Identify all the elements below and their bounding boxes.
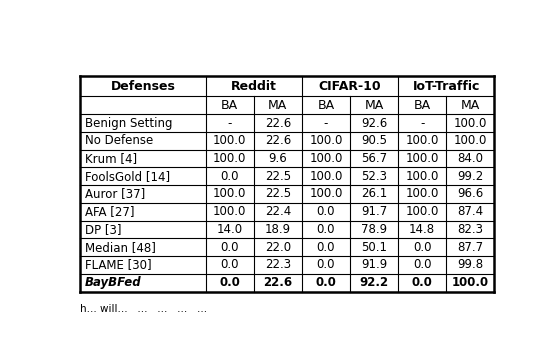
Text: Krum [4]: Krum [4] (85, 152, 137, 165)
Text: 50.1: 50.1 (361, 241, 387, 254)
Text: BA: BA (414, 99, 431, 112)
Text: 100.0: 100.0 (213, 134, 246, 147)
Text: 99.8: 99.8 (457, 258, 483, 271)
Text: CIFAR-10: CIFAR-10 (319, 80, 381, 93)
Text: 78.9: 78.9 (361, 223, 387, 236)
Text: IoT-Traffic: IoT-Traffic (413, 80, 480, 93)
Text: 99.2: 99.2 (457, 170, 483, 183)
Text: BA: BA (221, 99, 238, 112)
Text: 14.0: 14.0 (217, 223, 243, 236)
Text: 100.0: 100.0 (406, 170, 439, 183)
Text: 90.5: 90.5 (361, 134, 387, 147)
Text: 0.0: 0.0 (316, 223, 335, 236)
Text: 0.0: 0.0 (316, 241, 335, 254)
Text: Median [48]: Median [48] (85, 241, 156, 254)
Text: Defenses: Defenses (110, 80, 176, 93)
Text: 96.6: 96.6 (457, 188, 483, 201)
Text: 26.1: 26.1 (361, 188, 387, 201)
Text: 0.0: 0.0 (220, 258, 239, 271)
Text: 18.9: 18.9 (265, 223, 291, 236)
Text: MA: MA (461, 99, 480, 112)
Text: 100.0: 100.0 (406, 188, 439, 201)
Text: 84.0: 84.0 (457, 152, 483, 165)
Text: 100.0: 100.0 (213, 152, 246, 165)
Text: 100.0: 100.0 (309, 188, 342, 201)
Text: 22.0: 22.0 (265, 241, 291, 254)
Text: Auror [37]: Auror [37] (85, 188, 145, 201)
Text: AFA [27]: AFA [27] (85, 205, 134, 218)
Text: -: - (227, 117, 232, 130)
Text: 22.6: 22.6 (265, 134, 291, 147)
Text: 0.0: 0.0 (220, 170, 239, 183)
Text: 82.3: 82.3 (457, 223, 483, 236)
Text: FoolsGold [14]: FoolsGold [14] (85, 170, 170, 183)
Text: 52.3: 52.3 (361, 170, 387, 183)
Text: FLAME [30]: FLAME [30] (85, 258, 152, 271)
Text: 0.0: 0.0 (220, 241, 239, 254)
Text: 22.6: 22.6 (265, 117, 291, 130)
Text: No Defense: No Defense (85, 134, 153, 147)
Text: 0.0: 0.0 (219, 276, 240, 289)
Text: DP [3]: DP [3] (85, 223, 122, 236)
Text: 22.6: 22.6 (263, 276, 292, 289)
Text: 0.0: 0.0 (315, 276, 336, 289)
Text: 91.7: 91.7 (361, 205, 387, 218)
Text: 100.0: 100.0 (213, 188, 246, 201)
Text: MA: MA (268, 99, 287, 112)
Text: 100.0: 100.0 (406, 134, 439, 147)
Text: BA: BA (318, 99, 334, 112)
Text: MA: MA (364, 99, 384, 112)
Text: 100.0: 100.0 (309, 170, 342, 183)
Text: 92.6: 92.6 (361, 117, 387, 130)
Text: 0.0: 0.0 (316, 258, 335, 271)
Text: 22.5: 22.5 (265, 170, 291, 183)
Text: 0.0: 0.0 (413, 258, 431, 271)
Text: 22.4: 22.4 (265, 205, 291, 218)
Text: 100.0: 100.0 (213, 205, 246, 218)
Text: 100.0: 100.0 (454, 117, 487, 130)
Text: 0.0: 0.0 (316, 205, 335, 218)
Text: -: - (420, 117, 424, 130)
Text: h... will...   ...   ...   ...   ...: h... will... ... ... ... ... (80, 304, 207, 314)
Text: 22.5: 22.5 (265, 188, 291, 201)
Text: Benign Setting: Benign Setting (85, 117, 173, 130)
Text: 56.7: 56.7 (361, 152, 387, 165)
Text: 22.3: 22.3 (265, 258, 291, 271)
Text: 87.7: 87.7 (457, 241, 483, 254)
Text: 0.0: 0.0 (413, 241, 431, 254)
Text: 92.2: 92.2 (360, 276, 389, 289)
Text: Reddit: Reddit (231, 80, 276, 93)
Text: 100.0: 100.0 (452, 276, 489, 289)
Text: 9.6: 9.6 (268, 152, 287, 165)
Text: 100.0: 100.0 (406, 152, 439, 165)
Text: 91.9: 91.9 (361, 258, 387, 271)
Text: 87.4: 87.4 (457, 205, 483, 218)
Text: 0.0: 0.0 (411, 276, 433, 289)
Text: -: - (324, 117, 328, 130)
Text: BayBFed: BayBFed (85, 276, 141, 289)
Text: 100.0: 100.0 (454, 134, 487, 147)
Text: 100.0: 100.0 (309, 134, 342, 147)
Text: 100.0: 100.0 (309, 152, 342, 165)
Text: 14.8: 14.8 (409, 223, 435, 236)
Text: 100.0: 100.0 (406, 205, 439, 218)
